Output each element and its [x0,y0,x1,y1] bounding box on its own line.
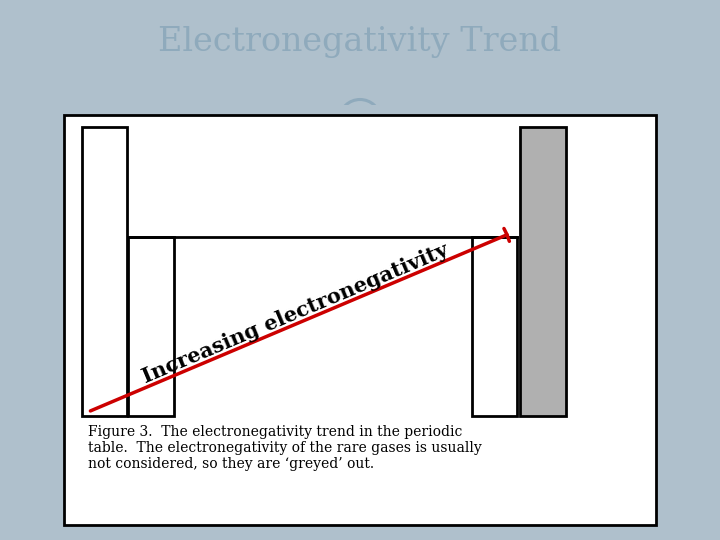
Bar [82,127,127,416]
Bar [521,127,566,416]
Bar [472,237,517,416]
Text: Figure 3.  The electronegativity trend in the periodic
table.  The electronegati: Figure 3. The electronegativity trend in… [88,424,482,471]
Text: Increasing electronegativity: Increasing electronegativity [140,240,451,387]
Bar [128,237,174,416]
Ellipse shape [340,99,380,137]
Text: Electronegativity Trend: Electronegativity Trend [158,26,562,58]
